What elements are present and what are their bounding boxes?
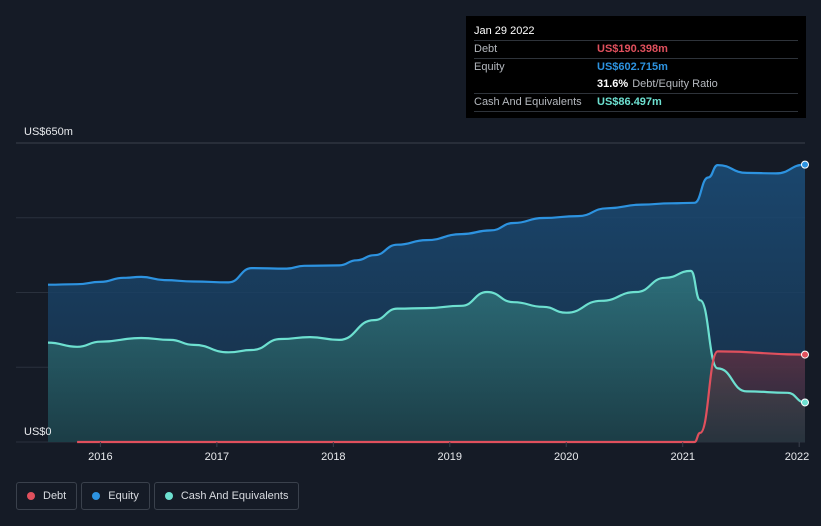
- tooltip-row-debt: Debt US$190.398m: [474, 40, 798, 58]
- x-axis-ticks: 2016 2017 2018 2019 2020 2021 2022: [88, 442, 809, 463]
- x-tick-label: 2017: [205, 451, 229, 463]
- tooltip-ratio-label: Debt/Equity Ratio: [632, 78, 718, 90]
- tooltip-ratio: 31.6% Debt/Equity Ratio: [597, 76, 718, 93]
- equity-dot-icon: [92, 492, 101, 500]
- tooltip-row-cash: Cash And Equivalents US$86.497m: [474, 93, 798, 112]
- series-areas: [48, 164, 806, 442]
- debt-area: [77, 351, 806, 442]
- chart-legend: Debt Equity Cash And Equivalents: [16, 482, 303, 510]
- debt-endpoint: [801, 350, 809, 359]
- tooltip-ratio-value: 31.6%: [597, 78, 629, 90]
- x-tick-label: 2021: [670, 451, 694, 463]
- tooltip-row-ratio: 31.6% Debt/Equity Ratio: [474, 76, 798, 93]
- legend-equity-label: Equity: [108, 490, 139, 502]
- legend-debt-label: Debt: [43, 490, 67, 502]
- x-tick-label: 2019: [438, 451, 462, 463]
- cash-line: [47, 269, 806, 404]
- tooltip-equity-label: Equity: [474, 61, 505, 73]
- x-tick-label: 2020: [554, 451, 578, 463]
- tooltip-equity-value: US$602.715m: [597, 61, 668, 73]
- debt-dot-icon: [27, 492, 35, 500]
- y-axis-top-label: US$650m: [24, 126, 73, 138]
- equity-line: [47, 163, 806, 286]
- tooltip-row-equity: Equity US$602.715m: [474, 58, 798, 76]
- legend-cash-label: Cash And Equivalents: [180, 490, 289, 502]
- x-tick-label: 2018: [321, 451, 345, 463]
- tooltip-date: Jan 29 2022: [474, 25, 535, 37]
- tooltip-panel: Jan 29 2022 Debt US$190.398m Equity US$6…: [466, 16, 806, 118]
- tooltip-debt-label: Debt: [474, 43, 498, 55]
- legend-item-cash[interactable]: Cash And Equivalents: [153, 482, 300, 510]
- cash-dot-icon: [164, 492, 173, 500]
- tooltip-cash-value: US$86.497m: [597, 96, 662, 108]
- legend-item-equity[interactable]: Equity: [81, 482, 150, 510]
- cash-area: [48, 270, 805, 442]
- tooltip-cash-label: Cash And Equivalents: [474, 96, 582, 108]
- cash-endpoint: [801, 398, 809, 407]
- debt-line: [77, 350, 806, 444]
- series-endpoints: [801, 160, 809, 407]
- y-axis-bottom-label: US$0: [24, 426, 52, 438]
- legend-item-debt[interactable]: Debt: [16, 482, 78, 510]
- x-tick-label: 2022: [785, 451, 809, 463]
- tooltip-debt-value: US$190.398m: [597, 43, 668, 55]
- series-lines: [47, 163, 806, 444]
- equity-endpoint: [801, 160, 809, 169]
- x-tick-label: 2016: [88, 451, 112, 463]
